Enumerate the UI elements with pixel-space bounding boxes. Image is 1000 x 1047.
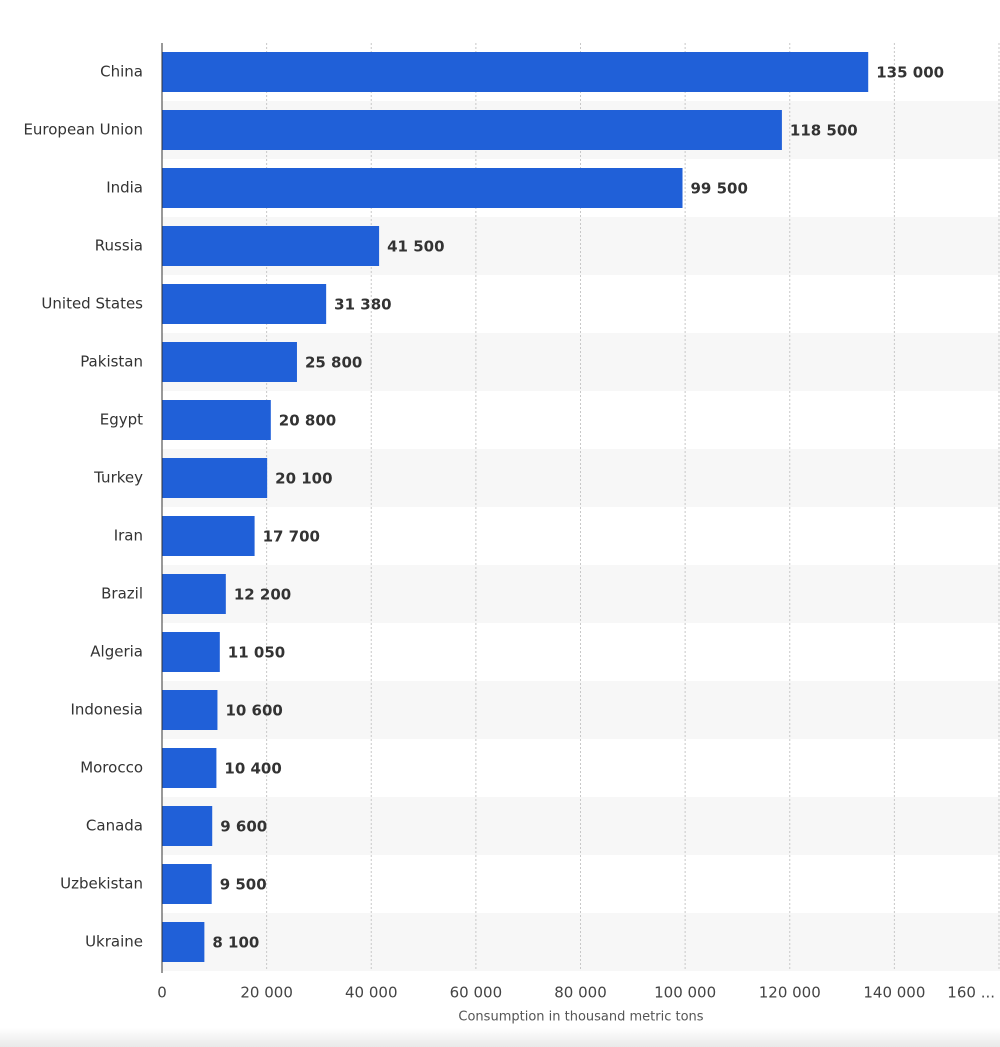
value-label: 9 500 xyxy=(220,876,267,894)
row-band xyxy=(162,565,1000,623)
value-label: 10 600 xyxy=(225,702,282,720)
value-label: 25 800 xyxy=(305,354,362,372)
value-label: 118 500 xyxy=(790,122,858,140)
x-tick-label: 100 000 xyxy=(654,984,716,1002)
value-label: 11 050 xyxy=(228,644,285,662)
category-label: China xyxy=(100,63,143,81)
x-tick-label: 160 ... xyxy=(947,984,995,1002)
bar xyxy=(162,864,212,904)
bottom-fade xyxy=(0,1028,1000,1047)
category-label: Indonesia xyxy=(70,701,143,719)
bar xyxy=(162,748,217,788)
value-label: 20 100 xyxy=(275,470,332,488)
category-label: Pakistan xyxy=(80,353,143,371)
value-label: 17 700 xyxy=(263,528,320,546)
category-label: Turkey xyxy=(93,469,143,487)
category-label: Russia xyxy=(95,237,143,255)
bar xyxy=(162,284,327,324)
bar xyxy=(162,806,213,846)
category-label: European Union xyxy=(23,121,143,139)
category-label: Canada xyxy=(86,817,143,835)
x-tick-label: 120 000 xyxy=(759,984,821,1002)
category-label: Ukraine xyxy=(85,933,143,951)
value-label: 9 600 xyxy=(220,818,267,836)
category-label: Morocco xyxy=(80,759,143,777)
row-bands xyxy=(162,101,1000,971)
value-label: 10 400 xyxy=(224,760,281,778)
bar xyxy=(162,400,271,440)
grid xyxy=(266,43,1000,971)
bar xyxy=(162,342,297,382)
category-label: Uzbekistan xyxy=(60,875,143,893)
row-band xyxy=(162,681,1000,739)
bar xyxy=(162,922,205,962)
bar xyxy=(162,574,226,614)
category-label: Algeria xyxy=(90,643,143,661)
value-label: 135 000 xyxy=(876,64,944,82)
value-label: 8 100 xyxy=(212,934,259,952)
category-label: India xyxy=(106,179,143,197)
bar xyxy=(162,690,218,730)
bar xyxy=(162,110,782,150)
bar xyxy=(162,458,268,498)
row-band xyxy=(162,913,1000,971)
category-label: United States xyxy=(41,295,143,313)
value-label: 31 380 xyxy=(334,296,391,314)
x-tick-label: 40 000 xyxy=(345,984,398,1002)
row-band xyxy=(162,333,1000,391)
row-band xyxy=(162,797,1000,855)
x-tick-label: 60 000 xyxy=(450,984,503,1002)
bar xyxy=(162,52,869,92)
value-label: 20 800 xyxy=(279,412,336,430)
category-label: Brazil xyxy=(101,585,143,603)
bars: 135 000 118 500 99 500 41 500 31 380 25 800 20… xyxy=(162,52,944,962)
bar xyxy=(162,168,683,208)
row-band xyxy=(162,449,1000,507)
x-tick-label: 80 000 xyxy=(554,984,607,1002)
bar xyxy=(162,226,380,266)
bar xyxy=(162,516,255,556)
value-label: 12 200 xyxy=(234,586,291,604)
x-tick-label: 0 xyxy=(157,984,167,1002)
x-axis-label: Consumption in thousand metric tons xyxy=(458,1010,703,1025)
category-label: Iran xyxy=(114,527,143,545)
value-label: 41 500 xyxy=(387,238,444,256)
bar xyxy=(162,632,220,672)
category-label: Egypt xyxy=(100,411,143,429)
value-label: 99 500 xyxy=(691,180,748,198)
x-tick-label: 20 000 xyxy=(240,984,293,1002)
x-tick-label: 140 000 xyxy=(863,984,925,1002)
